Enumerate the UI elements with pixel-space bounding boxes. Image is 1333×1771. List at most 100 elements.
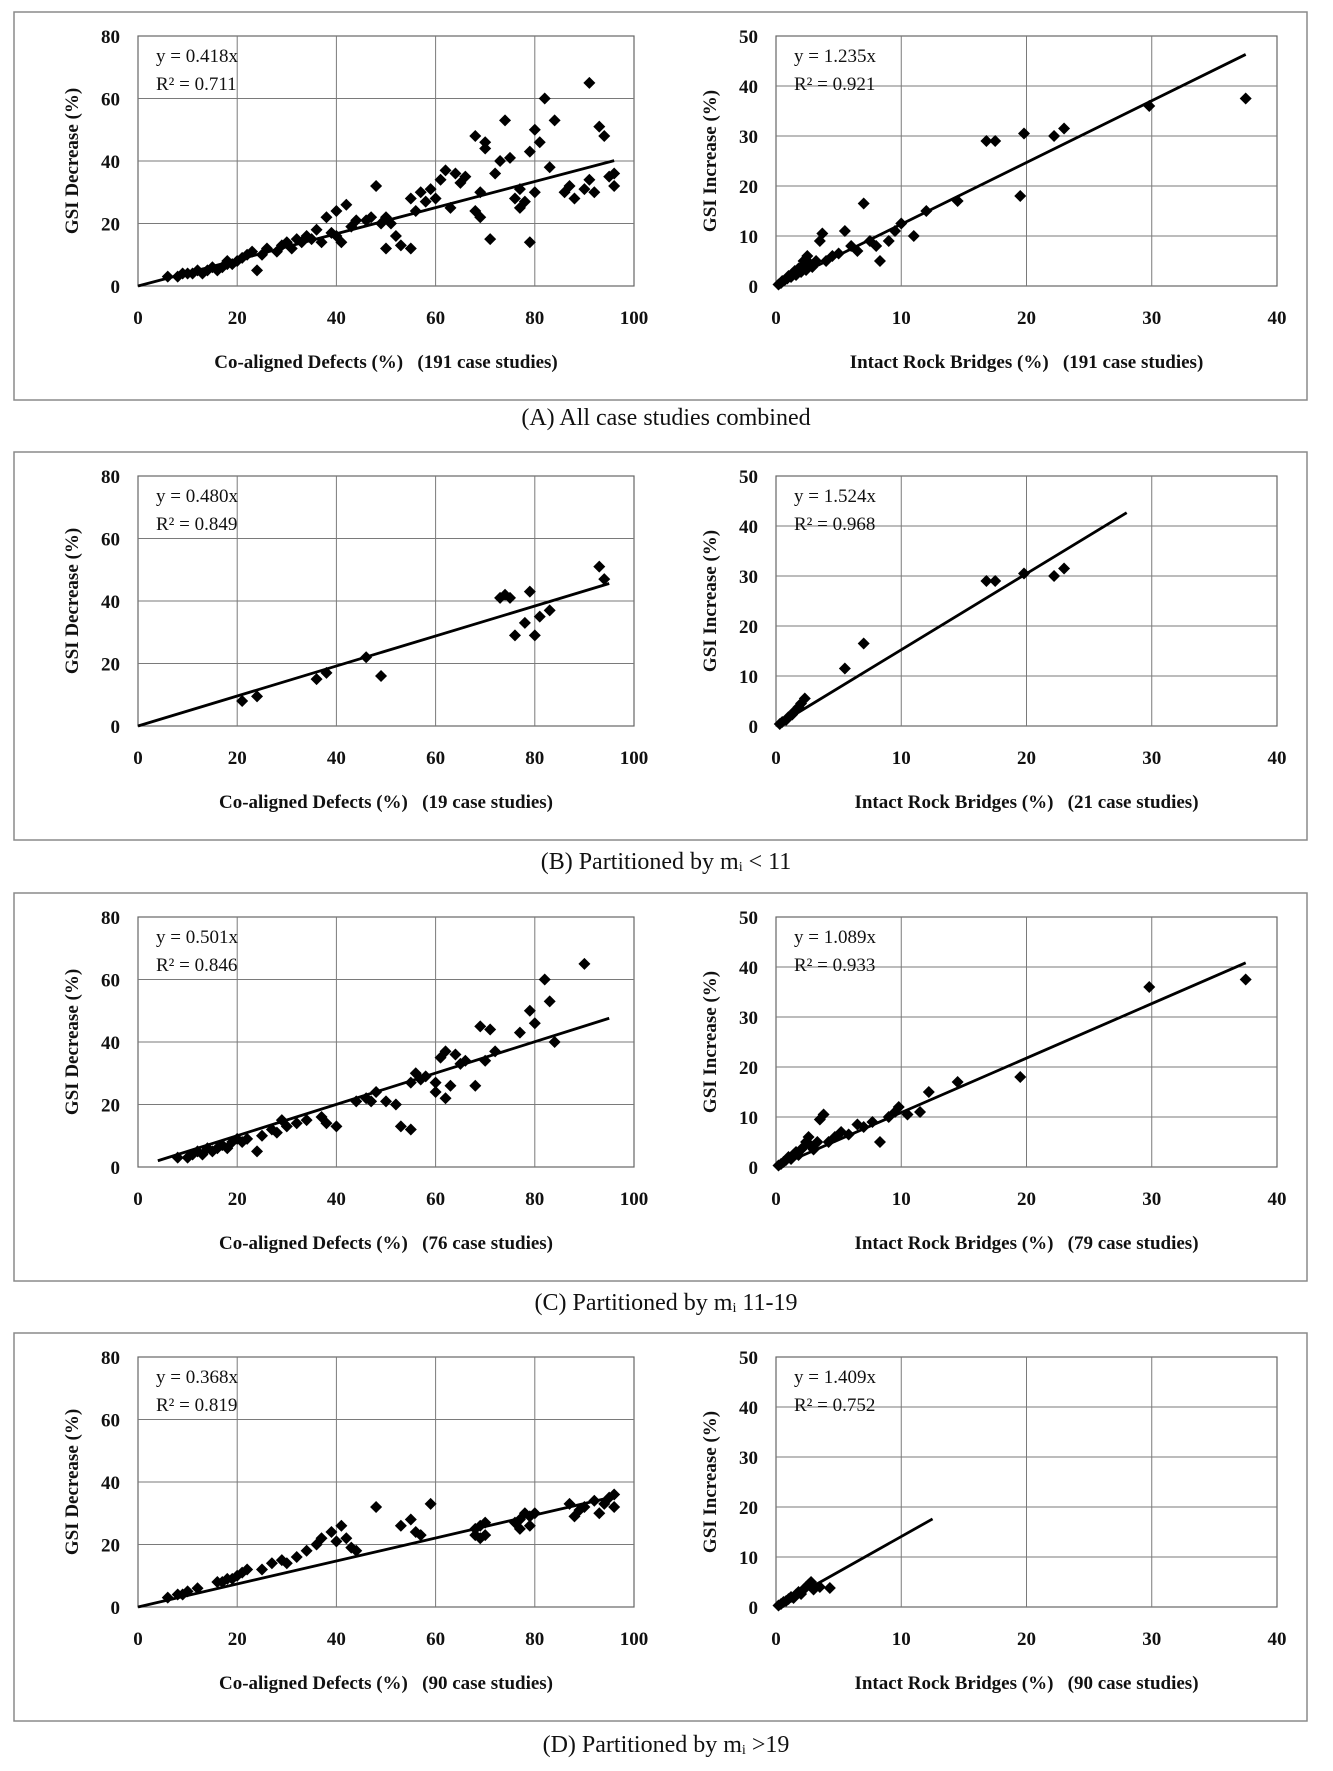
- data-point: [513, 1522, 526, 1535]
- data-point: [439, 1092, 452, 1105]
- x-tick-label: 0: [771, 748, 781, 769]
- r-squared-label: R² = 0.968: [794, 514, 875, 535]
- data-point: [280, 1557, 293, 1570]
- y-axis-title: GSI Increase (%): [700, 1411, 721, 1553]
- y-tick-label: 60: [101, 530, 120, 551]
- data-point: [1239, 92, 1252, 105]
- regression-equation: y = 0.368x: [156, 1367, 238, 1388]
- data-point: [256, 1129, 268, 1142]
- data-point: [608, 180, 621, 192]
- scatter-chart: 0 20 40 60 80 100 0 20 40 60 80 Co-aligned Defects …: [62, 467, 648, 813]
- data-point: [370, 1086, 383, 1098]
- y-axis-title: GSI Increase (%): [700, 530, 721, 672]
- data-point: [260, 242, 273, 255]
- data-point: [989, 575, 1002, 587]
- data-point: [265, 1557, 278, 1570]
- data-point: [320, 1117, 333, 1130]
- data-point: [810, 255, 823, 267]
- panel-caption: (A) All case studies combined: [521, 405, 810, 431]
- x-tick-label: 10: [892, 748, 911, 769]
- data-point: [404, 1123, 417, 1136]
- y-tick-label: 20: [101, 1096, 120, 1117]
- data-point: [838, 225, 851, 237]
- y-tick-label: 0: [749, 717, 759, 738]
- data-point: [593, 1507, 606, 1520]
- trend-line: [137, 582, 610, 728]
- data-point: [832, 247, 845, 260]
- x-tick-label: 10: [892, 1629, 911, 1650]
- x-tick-label: 100: [620, 1189, 649, 1210]
- x-tick-label: 30: [1142, 1629, 1161, 1650]
- data-point: [588, 1494, 601, 1507]
- r-squared-label: R² = 0.849: [156, 514, 237, 535]
- y-tick-label: 40: [101, 1033, 120, 1054]
- data-point: [429, 192, 442, 205]
- y-tick-label: 0: [749, 1158, 759, 1179]
- data-point: [409, 205, 422, 217]
- data-point: [375, 670, 388, 682]
- y-tick-label: 20: [739, 177, 758, 198]
- data-point: [171, 1151, 184, 1164]
- data-point: [380, 242, 392, 255]
- x-tick-label: 80: [525, 308, 544, 329]
- y-tick-label: 50: [739, 908, 758, 929]
- y-tick-label: 80: [101, 1348, 120, 1369]
- y-tick-label: 50: [739, 1348, 758, 1369]
- x-tick-label: 40: [1268, 1629, 1287, 1650]
- scatter-chart: 0 10 20 30 40 0 10 20 30 40 50 Intact Rock Bridges …: [700, 1348, 1287, 1694]
- data-point: [434, 173, 447, 186]
- regression-equation: y = 0.480x: [156, 486, 238, 507]
- x-tick-label: 20: [228, 308, 247, 329]
- data-point: [315, 1532, 328, 1545]
- data-point: [236, 695, 249, 707]
- data-point: [857, 197, 870, 210]
- y-tick-label: 0: [749, 277, 759, 298]
- scatter-chart: 0 10 20 30 40 0 10 20 30 40 50 Intact Rock Bridges …: [700, 908, 1287, 1254]
- y-tick-label: 40: [739, 77, 758, 98]
- data-point: [300, 1544, 313, 1557]
- data-point: [513, 183, 526, 196]
- regression-equation: y = 1.409x: [794, 1367, 876, 1388]
- y-tick-label: 10: [739, 667, 758, 688]
- data-point: [528, 186, 541, 199]
- data-point: [922, 1086, 935, 1098]
- r-squared-label: R² = 0.711: [156, 74, 237, 95]
- panel-caption: (D) Partitioned by mᵢ >19: [543, 1732, 790, 1758]
- x-tick-label: 30: [1142, 308, 1161, 329]
- data-point: [518, 195, 531, 208]
- x-tick-label: 80: [525, 1189, 544, 1210]
- data-point: [508, 629, 521, 642]
- data-point: [479, 142, 492, 155]
- y-tick-label: 50: [739, 467, 758, 488]
- data-point: [181, 1585, 194, 1598]
- x-tick-label: 60: [426, 748, 445, 769]
- y-tick-label: 10: [739, 227, 758, 248]
- data-point: [394, 239, 407, 252]
- data-point: [578, 183, 591, 196]
- x-tick-label: 0: [133, 1189, 143, 1210]
- data-point: [583, 76, 596, 89]
- x-tick-label: 100: [620, 748, 649, 769]
- data-point: [270, 1126, 283, 1139]
- data-point: [1014, 190, 1027, 202]
- data-point: [1239, 973, 1252, 986]
- data-point: [429, 1076, 442, 1089]
- data-point: [474, 211, 487, 224]
- data-point: [241, 1132, 254, 1145]
- y-axis-title: GSI Decrease (%): [62, 969, 83, 1115]
- data-point: [439, 164, 452, 177]
- regression-equation: y = 0.501x: [156, 927, 238, 948]
- data-point: [479, 1516, 492, 1529]
- x-axis-title: Co-aligned Defects (%) (76 case studies): [219, 1233, 553, 1254]
- x-tick-label: 0: [133, 308, 143, 329]
- x-tick-label: 20: [1017, 1189, 1036, 1210]
- y-tick-label: 20: [739, 1498, 758, 1519]
- data-point: [246, 245, 259, 258]
- data-point: [315, 236, 328, 249]
- x-axis-title: Co-aligned Defects (%) (19 case studies): [219, 792, 553, 813]
- data-point: [901, 1108, 914, 1121]
- data-point: [444, 1079, 457, 1092]
- x-tick-label: 100: [620, 308, 649, 329]
